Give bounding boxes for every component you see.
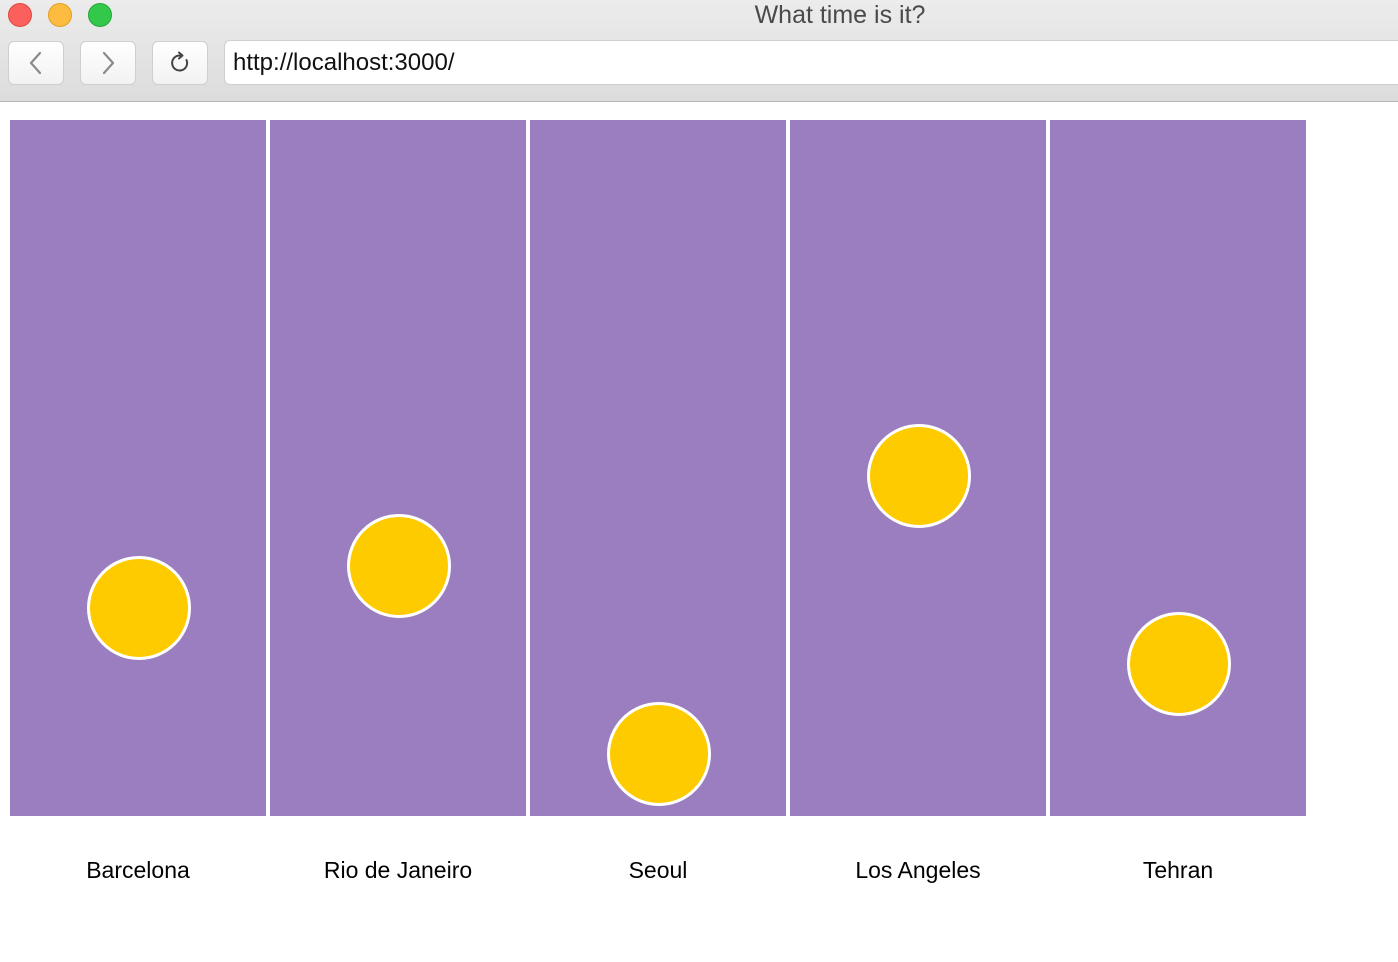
browser-chrome: What time is it? http://localhost:3000/ bbox=[0, 0, 1398, 102]
forward-button[interactable] bbox=[80, 41, 136, 85]
minimize-window-button[interactable] bbox=[48, 3, 72, 27]
sun-indicator bbox=[867, 424, 971, 528]
window-title: What time is it? bbox=[754, 1, 926, 29]
url-text: http://localhost:3000/ bbox=[233, 49, 455, 76]
address-bar[interactable]: http://localhost:3000/ bbox=[224, 40, 1398, 85]
city-label: Rio de Janeiro bbox=[323, 857, 473, 883]
close-window-button[interactable] bbox=[8, 3, 32, 27]
page-content: Barcelona Rio de Janeiro Seoul Los Angeles T… bbox=[0, 102, 1398, 962]
sun-indicator bbox=[607, 702, 711, 806]
back-button[interactable] bbox=[8, 41, 64, 85]
city-column bbox=[530, 120, 786, 816]
chevron-right-icon bbox=[102, 51, 115, 75]
city-column bbox=[270, 120, 526, 816]
city-column bbox=[1050, 120, 1306, 816]
maximize-window-button[interactable] bbox=[88, 3, 112, 27]
city-label: Seoul bbox=[628, 857, 688, 883]
city-column bbox=[790, 120, 1046, 816]
city-label: Barcelona bbox=[86, 857, 190, 883]
city-column bbox=[10, 120, 266, 816]
chevron-left-icon bbox=[29, 51, 42, 75]
reload-button[interactable] bbox=[152, 41, 208, 85]
city-label: Tehran bbox=[1142, 857, 1214, 883]
sun-indicator bbox=[87, 556, 191, 660]
sun-indicator bbox=[347, 514, 451, 618]
sun-indicator bbox=[1127, 612, 1231, 716]
city-label: Los Angeles bbox=[855, 857, 981, 883]
reload-icon bbox=[171, 51, 189, 72]
